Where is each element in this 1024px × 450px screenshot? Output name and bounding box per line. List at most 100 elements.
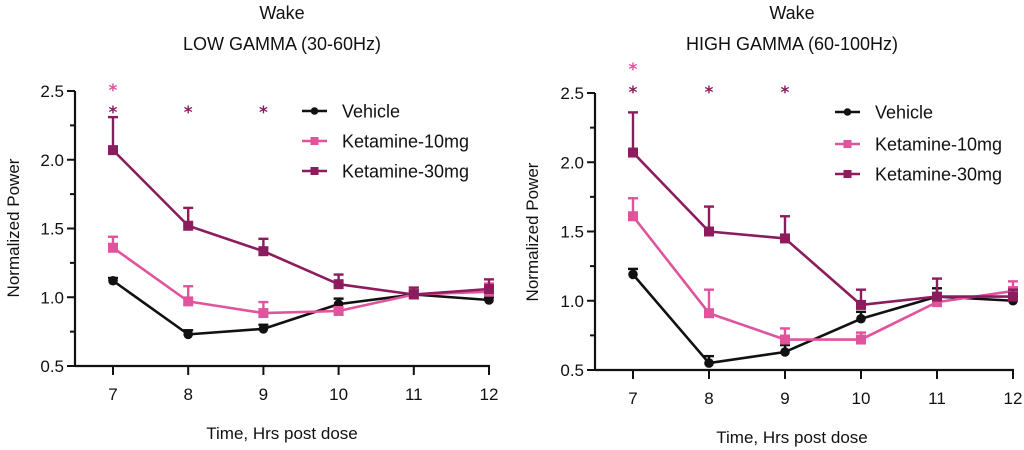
y-tick-label: 1.5 <box>40 220 64 239</box>
x-tick-label: 12 <box>1004 389 1023 408</box>
significance-marker: * <box>259 103 268 123</box>
y-tick-label: 1.0 <box>40 288 64 307</box>
x-tick-label: 9 <box>780 389 789 408</box>
legend-marker <box>843 170 852 178</box>
data-point <box>484 284 494 294</box>
y-tick-label: 0.5 <box>40 357 64 376</box>
y-tick-label: 2.5 <box>560 84 584 103</box>
significance-marker: * <box>629 83 638 103</box>
data-point <box>780 347 790 357</box>
data-point <box>628 269 638 280</box>
legend-label: Ketamine-30mg <box>875 165 1002 185</box>
y-tick-label: 2.5 <box>40 82 64 101</box>
significance-marker: * <box>705 83 714 103</box>
legend: Vehicle Ketamine-10mg Ketamine-30mg <box>835 103 1002 185</box>
data-point <box>932 291 942 302</box>
data-point <box>258 324 269 334</box>
data-point <box>856 299 866 310</box>
legend-marker <box>310 137 319 145</box>
x-tick-label: 7 <box>628 389 637 408</box>
y-tick-label: 2.0 <box>40 151 64 170</box>
data-point <box>258 246 269 257</box>
axes: 0.5 1.0 1.5 2.0 2.5 7 8 9 10 11 12 <box>40 82 498 404</box>
x-tick-label: 10 <box>852 389 871 408</box>
x-tick-label: 8 <box>183 385 192 404</box>
data-point <box>1008 291 1018 302</box>
legend-label: Ketamine-10mg <box>875 135 1002 155</box>
legend-item: Vehicle <box>835 103 933 123</box>
y-tick-label: 1.0 <box>560 292 584 311</box>
data-point <box>108 145 118 156</box>
data-point <box>258 308 269 319</box>
legend-marker <box>310 167 319 175</box>
y-tick-label: 2.0 <box>560 153 584 172</box>
legend-marker <box>310 107 319 115</box>
data-point <box>704 358 714 368</box>
y-axis-title: Normalized Power <box>4 158 23 297</box>
data-point <box>780 233 790 244</box>
series-ketamine-30mg <box>108 115 494 300</box>
y-tick-label: 0.5 <box>560 361 584 380</box>
data-point <box>183 220 194 231</box>
data-point <box>108 242 118 253</box>
series-line <box>632 151 1013 307</box>
data-point <box>628 147 638 158</box>
y-axis-title: Normalized Power <box>523 162 542 301</box>
legend-label: Vehicle <box>342 102 400 122</box>
x-tick-label: 9 <box>259 385 268 404</box>
data-point <box>780 334 790 345</box>
data-point <box>704 308 714 319</box>
chart-title-line1: Wake <box>769 3 814 23</box>
legend-item: Ketamine-10mg <box>302 132 469 152</box>
series-ketamine-10mg <box>108 235 494 319</box>
x-tick-label: 10 <box>329 385 348 404</box>
legend-marker <box>843 108 852 116</box>
chart-title-line2: HIGH GAMMA (60-100Hz) <box>686 34 898 54</box>
data-point <box>408 289 419 300</box>
x-tick-label: 12 <box>480 385 499 404</box>
series-ketamine-30mg <box>628 111 1018 310</box>
legend-item: Ketamine-10mg <box>835 135 1002 155</box>
significance-marker: * <box>184 103 193 123</box>
significance-marker: * <box>629 60 638 80</box>
data-point <box>932 297 942 308</box>
chart-high-gamma: Wake HIGH GAMMA (60-100Hz) Normalized Po… <box>523 3 1022 447</box>
legend-item: Vehicle <box>302 102 400 122</box>
legend-item: Ketamine-30mg <box>835 165 1002 185</box>
legend-marker <box>843 140 852 148</box>
data-point <box>333 279 344 290</box>
significance-marker: * <box>781 83 790 103</box>
legend-label: Ketamine-10mg <box>342 132 469 152</box>
x-tick-label: 11 <box>405 385 423 404</box>
x-tick-label: 11 <box>928 389 946 408</box>
data-point <box>183 329 193 340</box>
series-line <box>112 246 490 315</box>
plot-area: ** * * <box>108 81 494 340</box>
x-axis-title: Time, Hrs post dose <box>206 424 357 443</box>
y-tick-label: 1.5 <box>560 223 584 242</box>
data-point <box>704 226 714 237</box>
chart-title-line1: Wake <box>259 3 304 23</box>
x-tick-label: 8 <box>704 389 713 408</box>
series-line <box>631 215 1014 341</box>
axes: 0.5 1.0 1.5 2.0 2.5 7 8 9 10 11 12 <box>560 84 1022 408</box>
legend-label: Vehicle <box>875 103 933 123</box>
data-point <box>856 313 866 324</box>
legend-label: Ketamine-30mg <box>342 162 469 182</box>
series-line <box>112 149 490 296</box>
data-point <box>108 275 118 286</box>
chart-low-gamma: Wake LOW GAMMA (30-60Hz) Normalized Powe… <box>4 3 498 443</box>
plot-area: * * * * <box>628 60 1018 368</box>
legend: Vehicle Ketamine-10mg Ketamine-30mg <box>302 102 469 182</box>
data-point <box>856 334 866 345</box>
data-point <box>484 295 494 305</box>
data-point <box>628 211 638 222</box>
legend-item: Ketamine-30mg <box>302 162 469 182</box>
chart-title-line2: LOW GAMMA (30-60Hz) <box>183 34 381 54</box>
significance-marker: * <box>109 103 118 123</box>
x-tick-label: 7 <box>108 385 117 404</box>
series-line <box>112 279 490 336</box>
significance-marker: * <box>109 81 118 101</box>
x-axis-title: Time, Hrs post dose <box>716 428 867 447</box>
